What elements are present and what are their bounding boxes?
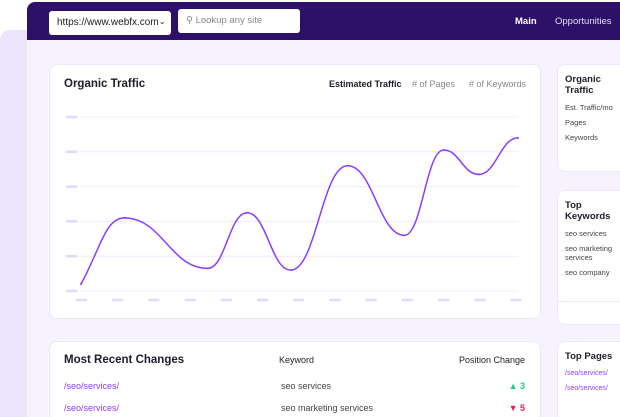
data-point — [442, 149, 445, 152]
site-select[interactable]: https://www.webfx.com ⌄ — [49, 11, 171, 35]
card-title: Organic Traffic — [64, 78, 146, 90]
card-title: Top Keywords — [565, 200, 611, 222]
tab-pages[interactable]: # of Pages — [412, 79, 456, 89]
divider — [558, 301, 620, 302]
data-point — [477, 173, 480, 176]
summary-row: Pages — [565, 118, 587, 127]
keyword-row: seo company — [565, 268, 610, 277]
data-point — [403, 234, 406, 237]
data-point — [246, 211, 249, 214]
chevron-down-icon: ⌄ — [158, 17, 166, 26]
position-change-down: ▼ 5 — [509, 403, 525, 413]
search-placeholder: Lookup any site — [195, 15, 263, 26]
page-link[interactable]: /seo/services/ — [64, 403, 120, 413]
keyword-row: seo marketing services — [565, 244, 613, 262]
tab-keywords[interactable]: # of Keywords — [469, 79, 527, 89]
data-point — [346, 164, 349, 167]
change-value: 5 — [519, 403, 525, 413]
arrow-up-icon: ▲ — [508, 381, 520, 391]
organic-traffic-card: Organic Traffic Estimated Traffic # of P… — [49, 64, 541, 319]
data-point — [206, 267, 209, 270]
column-header-position-change: Position Change — [458, 355, 525, 365]
position-change-up: ▲ 3 — [509, 381, 525, 391]
keyword-cell: seo services — [281, 381, 332, 391]
data-point — [123, 216, 126, 219]
data-point — [289, 269, 292, 272]
summary-row: Keywords — [565, 133, 598, 142]
nav-opportunities[interactable]: Opportunities — [555, 16, 612, 27]
top-pages-card: Top Pages /seo/services/ /seo/services/ — [557, 341, 620, 417]
site-select-value: https://www.webfx.com — [57, 17, 159, 28]
search-icon: ⚲ — [186, 15, 196, 26]
data-point — [80, 283, 82, 286]
page-link[interactable]: /seo/services/ — [565, 370, 608, 377]
data-point — [517, 136, 519, 139]
card-title: Most Recent Changes — [64, 354, 185, 366]
nav-main[interactable]: Main — [515, 16, 537, 27]
organic-summary-card: Organic Traffic Est. Traffic/mo Pages Ke… — [557, 64, 620, 172]
top-keywords-card: Top Keywords seo services seo marketing … — [557, 190, 620, 325]
top-bar: https://www.webfx.com ⌄ ⚲ Lookup any site… — [27, 2, 620, 40]
keyword-cell: seo marketing services — [281, 403, 374, 413]
change-value: 3 — [519, 381, 525, 391]
recent-changes-card: Most Recent Changes Keyword Position Cha… — [49, 341, 541, 417]
column-header-keyword: Keyword — [279, 355, 315, 365]
card-title: Organic Traffic — [565, 74, 601, 96]
tab-estimated-traffic[interactable]: Estimated Traffic — [329, 79, 402, 89]
page-link[interactable]: /seo/services/ — [565, 385, 608, 392]
search-input[interactable]: ⚲ Lookup any site — [178, 9, 300, 33]
traffic-line — [80, 137, 519, 285]
page-link[interactable]: /seo/services/ — [64, 381, 120, 391]
arrow-down-icon: ▼ — [508, 403, 520, 413]
summary-row: Est. Traffic/mo — [565, 103, 613, 112]
keyword-row: seo services — [565, 229, 607, 238]
card-title: Top Pages — [565, 351, 613, 362]
